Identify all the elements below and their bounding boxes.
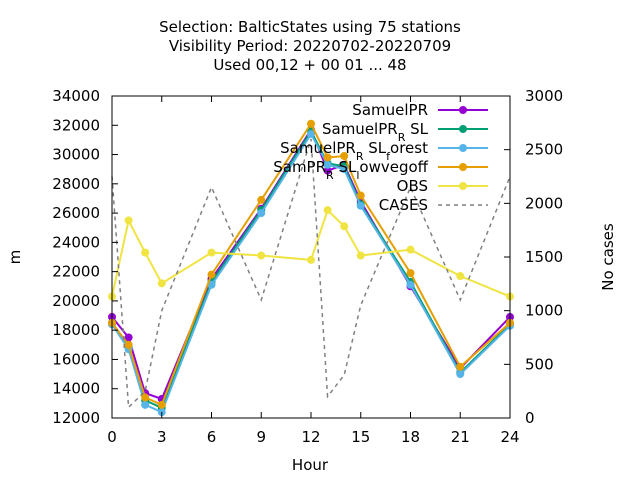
- y-tick-label: 14000: [52, 380, 100, 398]
- series-layer: [108, 119, 514, 417]
- legend-label: SamuelPRR SLforest: [280, 139, 428, 163]
- y2-tick-label: 1500: [525, 248, 563, 266]
- y2-tick-label: 3000: [525, 87, 563, 105]
- x-tick-label: 9: [256, 428, 266, 446]
- series-5: [111, 138, 511, 409]
- legend-marker: [459, 182, 467, 190]
- data-point: [207, 248, 216, 257]
- series-4: [108, 206, 514, 301]
- legend-marker: [459, 125, 467, 133]
- legend-marker: [459, 106, 467, 114]
- y-tick-label: 22000: [52, 263, 100, 281]
- x-axis: 0 3 6 9 12 15 18 21 24: [107, 96, 520, 446]
- chart-title: Selection: BalticStates using 75 station…: [159, 18, 461, 74]
- data-point: [340, 152, 349, 161]
- x-tick-label: 15: [351, 428, 370, 446]
- data-point: [257, 251, 266, 260]
- data-point: [356, 191, 365, 200]
- data-point: [141, 393, 150, 402]
- y2-tick-label: 2000: [525, 194, 563, 212]
- title-line-2: Visibility Period: 20220702-20220709: [169, 37, 451, 55]
- data-point: [323, 206, 332, 215]
- data-point: [257, 195, 266, 204]
- data-point: [340, 222, 349, 231]
- y-tick-label: 24000: [52, 233, 100, 251]
- legend-label: OBS: [397, 177, 428, 195]
- series-3: [108, 119, 514, 409]
- data-point: [207, 270, 216, 279]
- title-line-1: Selection: BalticStates using 75 station…: [159, 18, 461, 36]
- y2-axis-label: No cases: [599, 223, 617, 291]
- data-point: [356, 201, 365, 210]
- data-point: [406, 245, 415, 254]
- data-point: [340, 165, 349, 174]
- data-point: [157, 400, 166, 409]
- data-point: [456, 272, 465, 281]
- data-point: [141, 248, 150, 257]
- data-point: [307, 119, 315, 128]
- legend-marker: [459, 163, 467, 171]
- y-tick-label: 16000: [52, 350, 100, 368]
- x-tick-label: 18: [401, 428, 420, 446]
- x-axis-label: Hour: [292, 456, 329, 474]
- y-tick-label: 20000: [52, 292, 100, 310]
- legend-label: SamuelPR: [352, 101, 428, 119]
- y2-tick-label: 2500: [525, 141, 563, 159]
- data-point: [406, 280, 415, 289]
- y-tick-label: 30000: [52, 146, 100, 164]
- series-line: [111, 208, 511, 298]
- data-point: [456, 362, 465, 371]
- legend-label: CASES: [379, 196, 428, 214]
- y-tick-label: 34000: [52, 87, 100, 105]
- y-tick-label: 26000: [52, 204, 100, 222]
- data-point: [307, 130, 315, 139]
- legend-marker: [459, 144, 467, 152]
- data-point: [456, 370, 465, 379]
- x-tick-label: 3: [157, 428, 167, 446]
- data-point: [323, 153, 332, 162]
- data-point: [257, 209, 266, 218]
- data-point: [406, 269, 415, 278]
- y-axis: 12000 14000 16000 18000 20000 22000 24000 26000…: [52, 87, 118, 427]
- y-tick-label: 32000: [52, 116, 100, 134]
- data-point: [124, 216, 133, 225]
- x-tick-label: 0: [107, 428, 117, 446]
- x-tick-label: 21: [451, 428, 470, 446]
- x-tick-label: 12: [301, 428, 320, 446]
- data-point: [141, 400, 150, 409]
- data-point: [356, 251, 365, 260]
- title-line-3: Used 00,12 + 00 01 ... 48: [213, 56, 406, 74]
- y-tick-label: 18000: [52, 321, 100, 339]
- y2-tick-label: 0: [525, 409, 535, 427]
- data-point: [157, 279, 166, 288]
- x-tick-label: 24: [500, 428, 519, 446]
- y-tick-label: 28000: [52, 175, 100, 193]
- x-tick-label: 6: [207, 428, 217, 446]
- data-point: [307, 255, 315, 264]
- legend-label: SamPRR SLlowvegoff: [273, 158, 428, 182]
- y2-axis: 0 500 1000 1500 2000 2500 3000: [504, 87, 563, 427]
- series-line: [111, 138, 511, 409]
- y2-tick-label: 1000: [525, 302, 563, 320]
- data-point: [124, 340, 133, 349]
- y2-tick-label: 500: [525, 355, 554, 373]
- y-tick-label: 12000: [52, 409, 100, 427]
- y-axis-label: m: [6, 250, 24, 265]
